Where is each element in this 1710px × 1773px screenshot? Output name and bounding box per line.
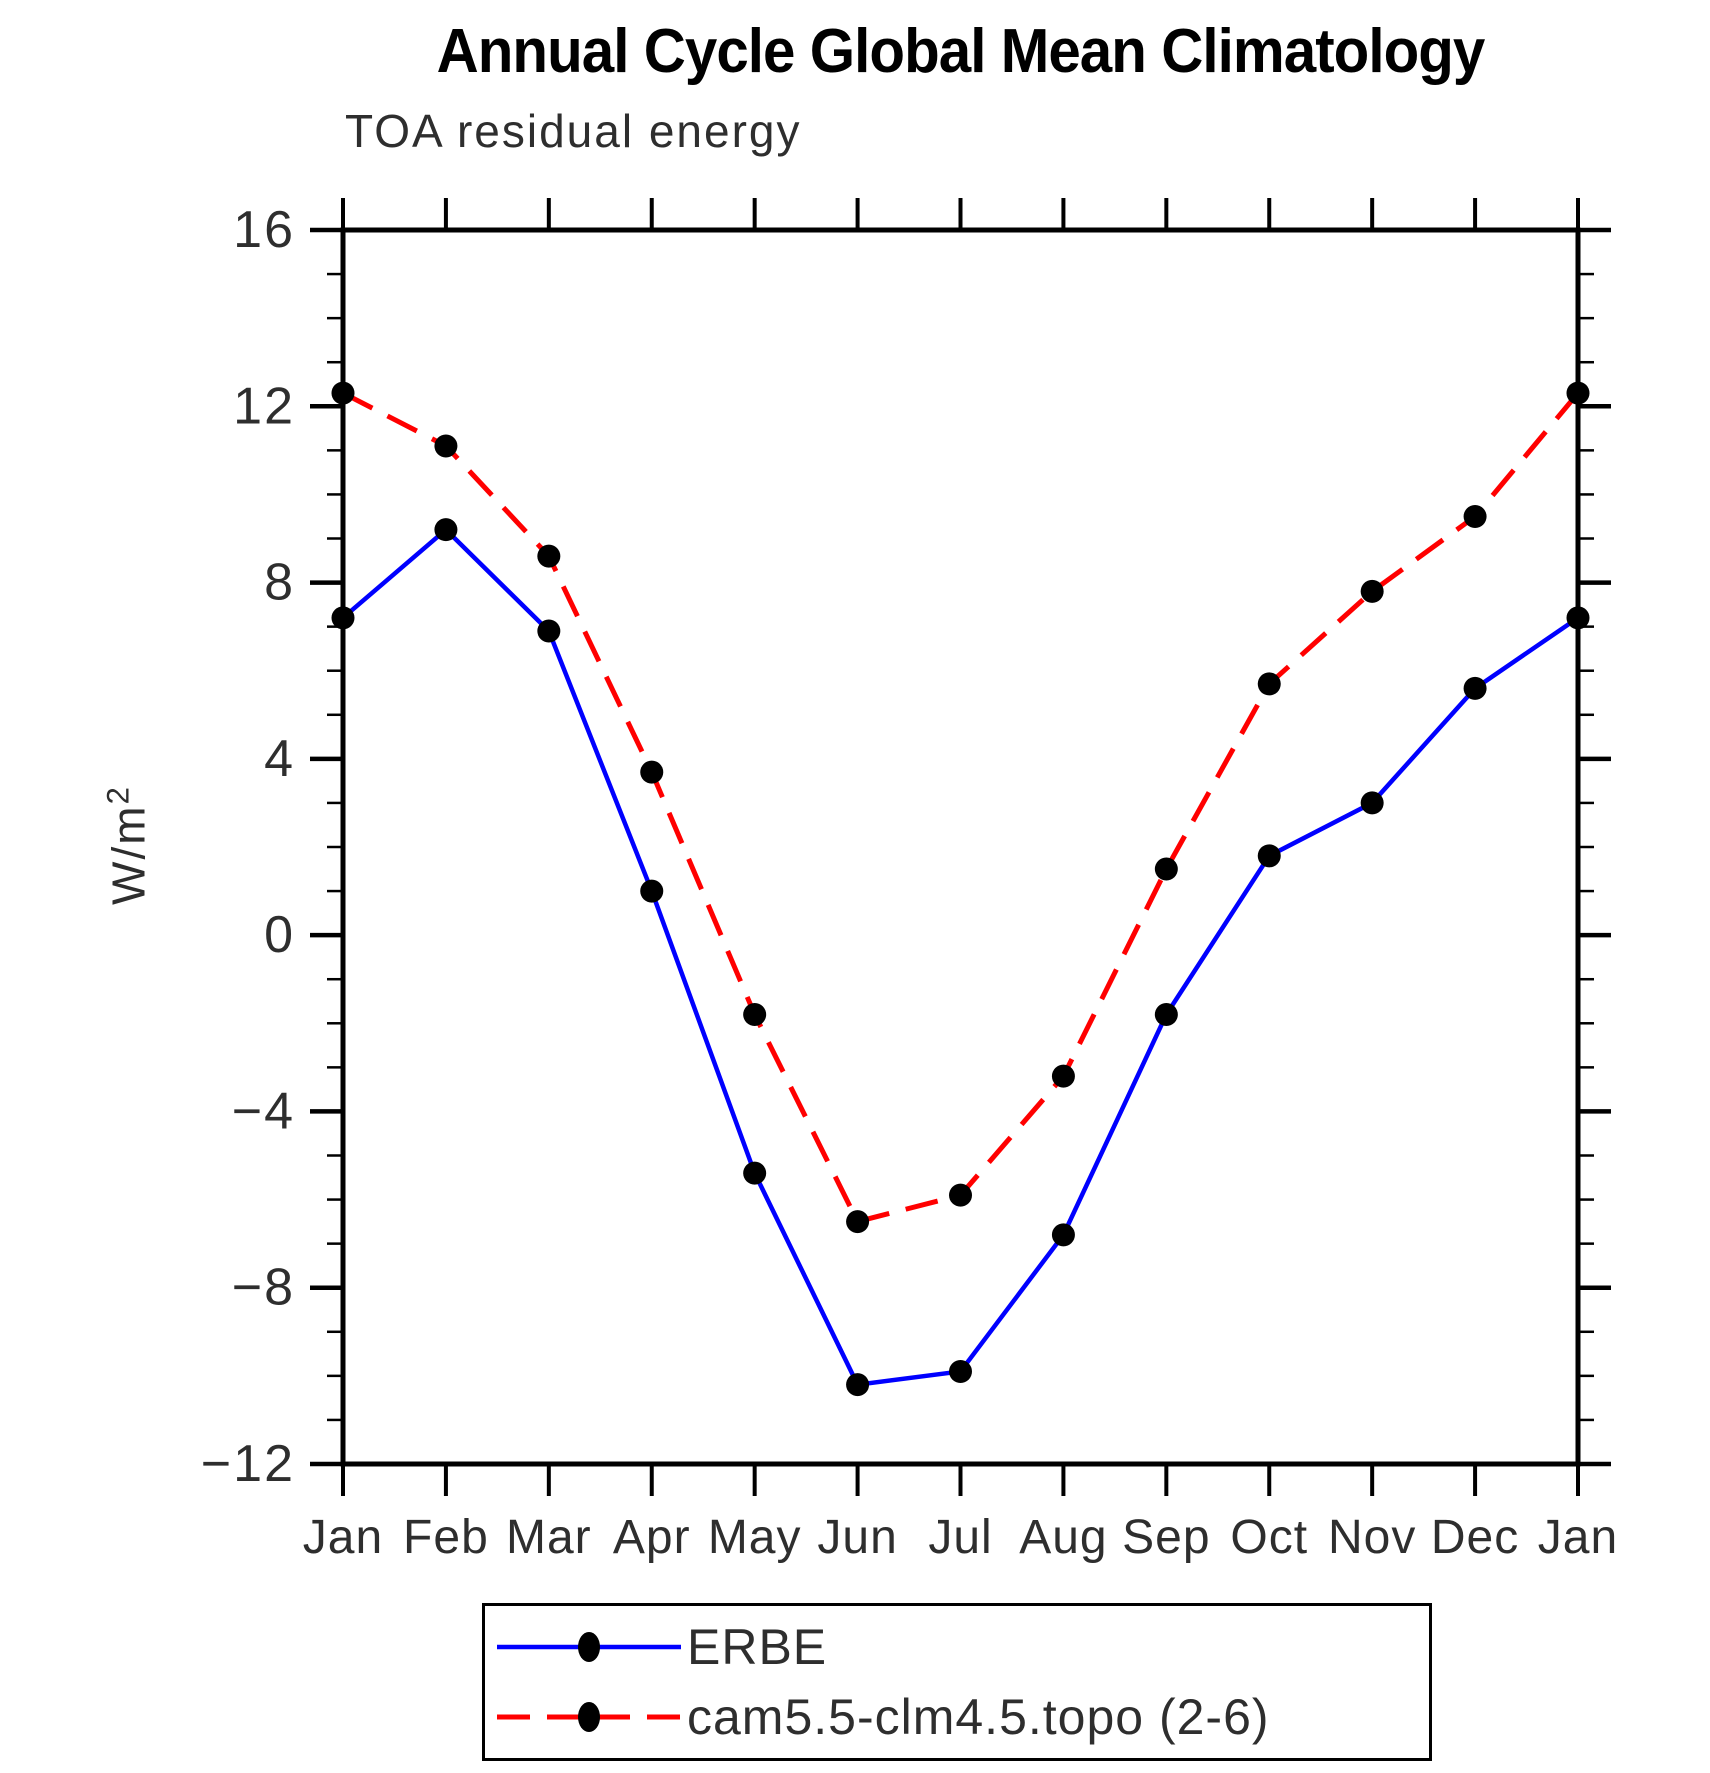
x-tick-label: Nov [1328, 1511, 1416, 1564]
legend-label: cam5.5-clm4.5.topo (2-6) [687, 1689, 1270, 1745]
data-point-erbe-2 [537, 619, 561, 643]
data-point-erbe-8 [1154, 1002, 1178, 1026]
data-point-cam5-5-clm4-5-topo-2-6--12 [1566, 381, 1590, 405]
y-tick-label: 16 [233, 201, 295, 259]
data-point-erbe-12 [1566, 606, 1590, 630]
data-point-erbe-10 [1360, 791, 1384, 815]
data-point-erbe-9 [1257, 844, 1281, 868]
legend-label: ERBE [687, 1619, 828, 1675]
chart-title: Annual Cycle Global Mean Climatology [436, 17, 1486, 86]
x-tick-label: Oct [1230, 1511, 1308, 1564]
legend: ERBE cam5.5-clm4.5.topo (2-6) [482, 1603, 1432, 1761]
x-tick-label: Jul [928, 1511, 992, 1564]
data-point-erbe-0 [331, 606, 355, 630]
legend-item: cam5.5-clm4.5.topo (2-6) [493, 1682, 1429, 1752]
data-point-cam5-5-clm4-5-topo-2-6--1 [434, 434, 458, 458]
legend-marker-icon [578, 1632, 600, 1662]
x-tick-label: Sep [1122, 1511, 1210, 1564]
data-point-erbe-7 [1051, 1223, 1075, 1247]
data-point-cam5-5-clm4-5-topo-2-6--7 [1051, 1064, 1075, 1088]
y-tick-label: −8 [232, 1259, 295, 1317]
x-tick-label: Apr [613, 1511, 691, 1564]
chart-subtitle: TOA residual energy [345, 105, 802, 157]
data-point-cam5-5-clm4-5-topo-2-6--3 [640, 760, 664, 784]
legend-line-sample [497, 1632, 681, 1662]
legend-marker-icon [578, 1702, 600, 1732]
data-point-erbe-11 [1463, 676, 1487, 700]
plot-border [340, 227, 1581, 1467]
x-tick-label: Jan [1538, 1511, 1618, 1564]
y-tick-label: 8 [264, 554, 295, 612]
x-tick-label: Aug [1019, 1511, 1107, 1564]
x-tick-label: Dec [1431, 1511, 1519, 1564]
legend-item: ERBE [493, 1612, 1429, 1682]
data-point-cam5-5-clm4-5-topo-2-6--2 [537, 544, 561, 568]
x-tick-label: Feb [403, 1511, 489, 1564]
data-point-cam5-5-clm4-5-topo-2-6--10 [1360, 579, 1384, 603]
data-point-cam5-5-clm4-5-topo-2-6--6 [949, 1183, 972, 1207]
y-tick-label: −12 [201, 1435, 295, 1493]
legend-line-sample [497, 1702, 681, 1732]
data-point-cam5-5-clm4-5-topo-2-6--0 [331, 381, 355, 405]
data-point-cam5-5-clm4-5-topo-2-6--4 [743, 1002, 767, 1026]
data-point-erbe-6 [949, 1359, 972, 1383]
x-tick-label: Jan [303, 1511, 383, 1564]
y-tick-label: 12 [233, 377, 295, 435]
data-point-cam5-5-clm4-5-topo-2-6--5 [846, 1210, 870, 1234]
y-tick-label: 4 [264, 730, 295, 788]
data-point-cam5-5-clm4-5-topo-2-6--11 [1463, 504, 1487, 528]
x-tick-label: May [708, 1511, 802, 1564]
data-point-erbe-5 [846, 1373, 870, 1397]
data-point-cam5-5-clm4-5-topo-2-6--8 [1154, 857, 1178, 881]
series-line-erbe [341, 526, 1580, 1388]
data-point-erbe-1 [434, 518, 458, 542]
data-point-erbe-4 [743, 1161, 767, 1185]
x-tick-label: Jun [817, 1511, 897, 1564]
data-point-cam5-5-clm4-5-topo-2-6--9 [1257, 672, 1281, 696]
x-tick-label: Mar [506, 1511, 592, 1564]
data-point-erbe-3 [640, 879, 664, 903]
series-line-cam5-5-clm4-5-topo-2-6- [341, 390, 1580, 1225]
y-tick-label: −4 [232, 1082, 295, 1140]
y-tick-label: 0 [264, 906, 295, 964]
